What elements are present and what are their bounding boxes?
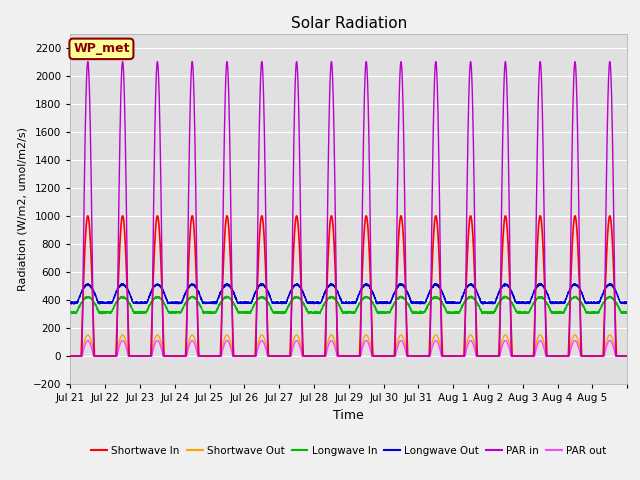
X-axis label: Time: Time (333, 408, 364, 421)
Text: WP_met: WP_met (73, 42, 130, 55)
Y-axis label: Radiation (W/m2, umol/m2/s): Radiation (W/m2, umol/m2/s) (17, 127, 28, 291)
Title: Solar Radiation: Solar Radiation (291, 16, 407, 31)
Legend: Shortwave In, Shortwave Out, Longwave In, Longwave Out, PAR in, PAR out: Shortwave In, Shortwave Out, Longwave In… (87, 442, 611, 460)
